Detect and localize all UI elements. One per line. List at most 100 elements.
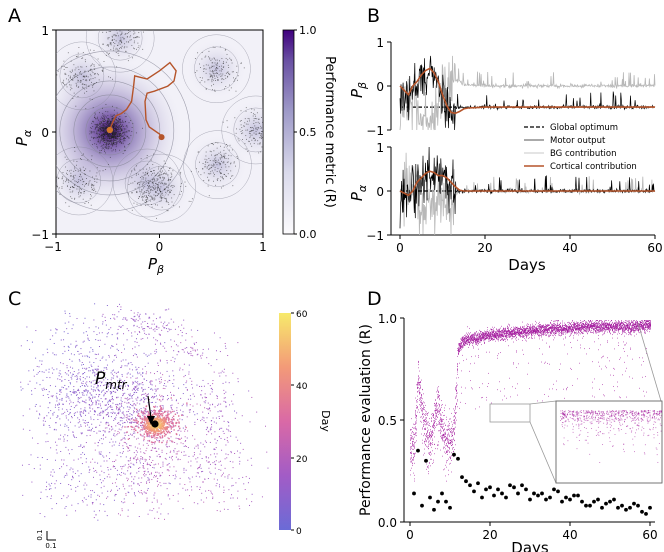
- panel-c-point: [123, 417, 125, 419]
- panel-c-point: [128, 437, 130, 439]
- panel-a-sample: [99, 130, 101, 132]
- panel-c-point: [115, 354, 117, 356]
- panel-c-point: [173, 426, 175, 428]
- panel-a-sample: [180, 182, 182, 184]
- panel-c-point: [167, 331, 169, 333]
- panel-a-sample: [211, 71, 213, 73]
- panel-c-point: [58, 407, 60, 409]
- panel-c-point: [141, 425, 143, 427]
- panel-a-sample: [247, 123, 249, 125]
- panel-c-point: [146, 355, 148, 357]
- panel-a-sample: [221, 156, 223, 158]
- panel-a-sample: [107, 122, 109, 124]
- panel-a-sample: [112, 105, 113, 107]
- panel-a-sample: [180, 185, 182, 187]
- panel-a-sample: [221, 58, 223, 60]
- panel-c-point: [56, 415, 58, 417]
- panel-c-point: [122, 483, 124, 485]
- panel-a-sample: [213, 180, 214, 182]
- panel-c-point: [147, 440, 149, 442]
- panel-a-trajectory-end: [106, 126, 114, 134]
- panel-c-point: [164, 419, 167, 421]
- panel-a-sample: [95, 175, 97, 177]
- panel-c-point: [159, 380, 161, 382]
- panel-a-sample: [124, 132, 126, 134]
- panel-a-sample: [70, 180, 72, 182]
- panel-a-sample: [223, 156, 225, 158]
- panel-a-sample: [72, 186, 74, 188]
- panel-c-point: [216, 479, 218, 481]
- panel-a-sample: [132, 182, 134, 184]
- panel-c-point: [138, 516, 140, 518]
- panel-c-point: [166, 328, 168, 330]
- panel-c-point: [163, 323, 165, 325]
- panel-c-point: [120, 429, 122, 431]
- panel-c-point: [39, 414, 41, 416]
- panel-c-point: [133, 407, 135, 409]
- panel-a-sample: [155, 188, 157, 190]
- panel-a-sample: [90, 69, 92, 71]
- panel-c-point: [114, 495, 116, 497]
- panel-c-point: [78, 353, 80, 355]
- panel-c-point: [86, 484, 88, 486]
- panel-c-point: [94, 389, 96, 391]
- panel-c-point: [217, 396, 219, 398]
- panel-a-sample: [88, 202, 89, 204]
- panel-c-point: [148, 333, 150, 335]
- panel-a-sample: [166, 190, 168, 192]
- panel-c-point: [227, 355, 229, 357]
- panel-c-point: [234, 410, 236, 412]
- panel-c-point: [107, 490, 109, 492]
- panel-c-point: [126, 339, 128, 341]
- panel-c-point: [134, 432, 136, 434]
- panel-c-point: [65, 506, 67, 508]
- panel-c-point: [189, 395, 191, 397]
- panel-a-sample: [264, 120, 265, 121]
- panel-a-sample: [116, 19, 117, 20]
- panel-c-point: [63, 476, 65, 478]
- panel-c-point: [39, 370, 41, 372]
- panel-c-point: [64, 384, 66, 386]
- panel-c-point: [211, 424, 213, 426]
- panel-c-point: [137, 389, 139, 391]
- panel-a-sample: [99, 134, 101, 135]
- panel-c-point: [92, 390, 94, 392]
- panel-a-sample: [75, 82, 77, 84]
- panel-c-point: [143, 378, 145, 380]
- panel-a-sample: [83, 76, 85, 78]
- panel-c-point: [85, 410, 87, 412]
- panel-c-point: [98, 327, 100, 329]
- panel-c-point: [134, 456, 136, 458]
- panel-c-point: [98, 430, 100, 432]
- panel-a-sample: [91, 122, 93, 124]
- panel-a-sample: [111, 133, 113, 135]
- panel-c-point: [126, 431, 128, 433]
- panel-c-point: [56, 503, 58, 505]
- panel-a-sample: [80, 179, 82, 181]
- panel-c-point: [131, 429, 133, 431]
- panel-c-point: [82, 383, 84, 385]
- panel-c-point: [124, 385, 126, 387]
- panel-c-point: [167, 398, 169, 400]
- panel-c-point: [251, 501, 253, 503]
- panel-c-point: [92, 389, 94, 391]
- panel-c-point: [181, 349, 183, 351]
- panel-a-sample: [252, 130, 254, 131]
- panel-c-point: [135, 421, 137, 423]
- panel-a-sample: [77, 81, 79, 83]
- panel-c-point: [127, 515, 129, 517]
- panel-c-point: [111, 385, 113, 387]
- panel-c-point: [73, 435, 75, 437]
- panel-c-point: [199, 464, 201, 466]
- panel-a-sample: [107, 121, 109, 123]
- panel-a-sample: [112, 126, 114, 127]
- panel-a-sample: [233, 80, 235, 82]
- panel-c-point: [143, 401, 145, 403]
- panel-a-sample: [136, 165, 138, 167]
- panel-c-point: [187, 398, 189, 400]
- panel-c-point: [168, 470, 170, 472]
- panel-c-point: [174, 474, 176, 476]
- panel-a-sample: [215, 68, 217, 70]
- panel-a-sample: [88, 85, 90, 87]
- panel-a-xtick: 1: [259, 240, 267, 254]
